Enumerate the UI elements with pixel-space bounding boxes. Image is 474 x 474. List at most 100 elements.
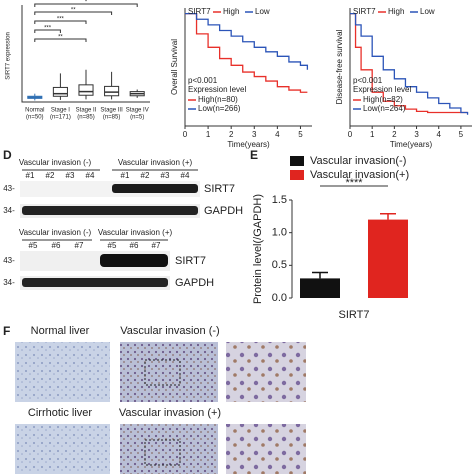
marker: 34- xyxy=(3,278,15,287)
micrograph xyxy=(15,342,110,402)
error-bar xyxy=(380,212,396,220)
sig-label: **** xyxy=(345,177,363,189)
legend-swatch xyxy=(290,156,304,166)
group-size: (n=50) xyxy=(26,115,44,121)
row-label: Vascular invasion (-) xyxy=(120,325,219,337)
x-tick-label: 2 xyxy=(229,130,234,139)
lane-label: #3 xyxy=(161,171,170,180)
x-tick-label: Stage III xyxy=(100,108,123,114)
row-label: Vascular invasion (+) xyxy=(119,407,221,419)
x-tick-label: 3 xyxy=(414,130,419,139)
p-value: p<0.001 xyxy=(188,76,218,85)
x-label: Time(years) xyxy=(390,140,433,149)
lane-label: #1 xyxy=(26,171,35,180)
sig-label: *** xyxy=(57,17,65,23)
survival-line xyxy=(185,12,308,93)
bar xyxy=(300,278,340,298)
legend-label: Low xyxy=(255,7,270,16)
survival-line xyxy=(350,12,468,114)
blot-group: Vascular invasion (+) xyxy=(98,228,173,237)
band xyxy=(22,278,168,287)
panel-label: D xyxy=(3,148,12,162)
x-tick-label: Normal xyxy=(25,108,44,114)
x-tick-label: SIRT7 xyxy=(339,309,370,321)
protein: SIRT7 xyxy=(175,255,206,267)
p-value: p<0.001 xyxy=(353,76,383,85)
y-label: Protein level(/GAPDH) xyxy=(252,194,264,304)
micrograph xyxy=(226,342,306,402)
marker: 34- xyxy=(3,206,15,215)
blot-group: Vascular invasion (-) xyxy=(19,158,92,167)
x-tick-label: 2 xyxy=(392,130,397,139)
legend-label: High xyxy=(388,7,404,16)
x-tick-label: Stage IV xyxy=(126,108,149,114)
micrograph xyxy=(226,424,306,474)
blot-group: Vascular invasion (+) xyxy=(118,158,193,167)
sig-bracket xyxy=(34,29,61,33)
x-tick-label: 3 xyxy=(252,130,257,139)
axis xyxy=(21,5,150,103)
lane-label: #1 xyxy=(121,171,130,180)
lane-label: #4 xyxy=(86,171,95,180)
legend-label: High(n=80) xyxy=(198,95,238,104)
survival-line xyxy=(185,12,309,70)
lane-label: #5 xyxy=(29,241,38,250)
marker: 43- xyxy=(3,256,15,265)
sig-label: *** xyxy=(44,26,52,32)
group-size: (n=5) xyxy=(130,115,144,121)
legend-title: SIRT7 xyxy=(188,7,211,16)
box xyxy=(78,84,94,96)
x-tick-label: 4 xyxy=(275,130,280,139)
box xyxy=(52,86,68,97)
x-tick-label: Stage II xyxy=(76,108,97,114)
band xyxy=(112,184,198,193)
x-tick-label: 1 xyxy=(206,130,211,139)
x-label: Time(years) xyxy=(227,140,270,149)
lane-label: #6 xyxy=(52,241,61,250)
group-size: (n=171) xyxy=(50,115,71,121)
y-tick-label: 1.5 xyxy=(272,194,287,206)
lane-label: #4 xyxy=(181,171,190,180)
blot-group: Vascular invasion (-) xyxy=(19,228,92,237)
micrograph xyxy=(120,342,218,402)
x-tick-label: 0 xyxy=(183,130,188,139)
row-label: Cirrhotic liver xyxy=(28,407,93,419)
x-tick-label: 0 xyxy=(348,130,353,139)
band xyxy=(100,254,168,267)
sig-bracket xyxy=(34,11,113,15)
legend-swatch xyxy=(290,170,304,180)
x-tick-label: 1 xyxy=(370,130,375,139)
sig-label: ** xyxy=(71,8,76,14)
lane-label: #2 xyxy=(46,171,55,180)
sig-label: * xyxy=(85,0,88,6)
bar xyxy=(368,219,408,298)
zoom-box xyxy=(144,359,181,386)
y-tick-label: 1.0 xyxy=(272,227,287,239)
legend2-title: Expression level xyxy=(188,85,246,94)
lane-label: #7 xyxy=(152,241,161,250)
legend-label: Low(n=264) xyxy=(363,104,406,113)
x-tick-label: 5 xyxy=(459,130,464,139)
zoom-box xyxy=(144,439,181,466)
legend-label: High(n=82) xyxy=(363,95,403,104)
lane-label: #6 xyxy=(130,241,139,250)
y-label: Disease-free survival xyxy=(335,29,344,104)
y-tick-label: 0.0 xyxy=(272,292,287,304)
group-size: (n=85) xyxy=(77,115,95,121)
y-tick-label: 0.5 xyxy=(272,259,287,271)
sig-bracket xyxy=(34,3,138,7)
micrograph xyxy=(15,424,110,474)
lane-label: #5 xyxy=(108,241,117,250)
legend-label: High xyxy=(223,7,239,16)
x-tick-label: 4 xyxy=(437,130,442,139)
legend-label: Low xyxy=(420,7,435,16)
micrograph xyxy=(120,424,218,474)
band xyxy=(22,206,198,215)
group-size: (n=85) xyxy=(103,115,121,121)
protein: SIRT7 xyxy=(204,183,235,195)
x-tick-label: 5 xyxy=(298,130,303,139)
lane-label: #7 xyxy=(75,241,84,250)
lane-label: #2 xyxy=(141,171,150,180)
panel-label: E xyxy=(250,148,258,162)
